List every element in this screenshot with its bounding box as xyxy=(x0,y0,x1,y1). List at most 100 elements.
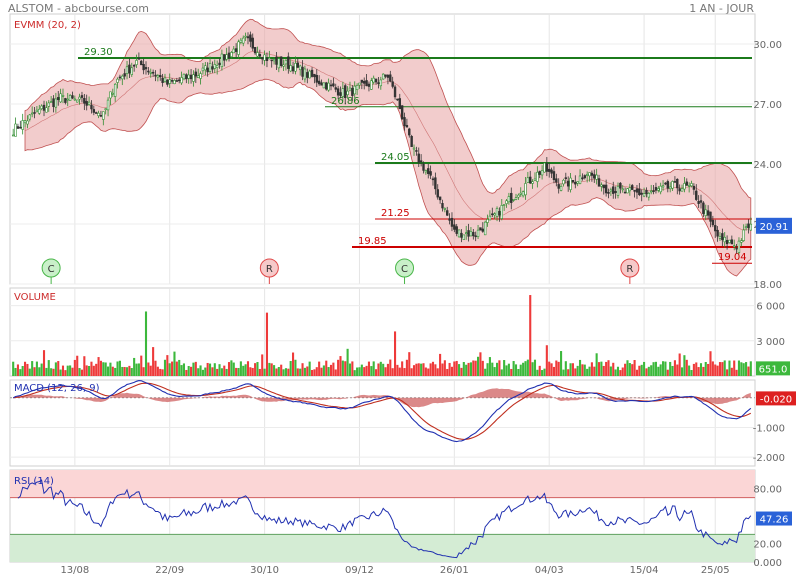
volume-bar xyxy=(341,360,344,376)
volume-bar xyxy=(329,364,333,376)
volume-bar xyxy=(429,363,432,376)
candle-body xyxy=(647,193,651,198)
candle-body xyxy=(294,62,297,72)
candle-body xyxy=(223,54,226,61)
marker-circle-R xyxy=(620,258,640,278)
volume-bar xyxy=(735,369,738,376)
candle-body xyxy=(578,175,582,184)
volume-bar xyxy=(197,368,200,376)
candle-body xyxy=(313,73,316,78)
candle-body xyxy=(237,41,240,55)
candle-body xyxy=(113,83,117,97)
volume-bar xyxy=(339,356,342,376)
volume-bar xyxy=(111,366,114,376)
candle-body xyxy=(64,98,67,103)
volume-bar xyxy=(481,360,484,376)
volume-bar xyxy=(59,369,62,376)
candle-body xyxy=(531,181,534,184)
candle-body xyxy=(538,171,541,175)
candle-body xyxy=(159,75,162,78)
volume-bar xyxy=(334,369,337,376)
level-label: 24.05 xyxy=(381,152,410,163)
candle-body xyxy=(175,80,179,82)
candle-body xyxy=(424,170,428,173)
candle-body xyxy=(543,162,546,173)
candle-body xyxy=(123,73,126,77)
candle-body xyxy=(185,74,188,80)
volume-bar xyxy=(396,364,399,376)
candle-body xyxy=(604,184,608,194)
candle-body xyxy=(716,229,719,237)
candle-body xyxy=(118,76,122,79)
level-label: 19.85 xyxy=(358,236,387,247)
volume-last-badge xyxy=(756,361,790,376)
volume-bar xyxy=(128,365,131,376)
volume-bar xyxy=(175,361,178,376)
candle-body xyxy=(372,77,375,83)
volume-bar xyxy=(638,365,641,376)
volume-bar xyxy=(244,364,247,376)
candle-body xyxy=(182,73,186,80)
volume-bar xyxy=(479,352,482,376)
volume-bar xyxy=(690,370,693,376)
candle-body xyxy=(393,86,397,98)
x-tick-label: 04/03 xyxy=(535,565,564,576)
candle-body xyxy=(192,74,195,82)
candle-body xyxy=(47,102,50,107)
volume-bar xyxy=(284,368,287,376)
volume-bar xyxy=(147,362,150,376)
candle-body xyxy=(730,239,734,245)
volume-bar xyxy=(443,360,446,376)
volume-bar xyxy=(747,366,750,376)
candle-body xyxy=(40,105,43,109)
volume-bar xyxy=(375,369,378,376)
volume-bar xyxy=(405,359,408,376)
candle-body xyxy=(410,135,413,147)
candle-body xyxy=(616,185,620,196)
volume-bar xyxy=(123,366,126,376)
candle-body xyxy=(659,185,662,193)
volume-bar xyxy=(57,361,60,376)
candle-body xyxy=(574,181,577,185)
candle-body xyxy=(690,183,693,187)
level-label: 21.25 xyxy=(381,208,410,219)
volume-bar xyxy=(529,295,532,376)
candle-body xyxy=(398,98,401,110)
volume-bar xyxy=(239,361,242,376)
volume-bar xyxy=(282,369,285,376)
candle-body xyxy=(329,84,333,87)
candle-body xyxy=(737,240,741,253)
candle-body xyxy=(638,188,641,196)
volume-bar xyxy=(645,368,648,376)
volume-bar xyxy=(647,366,650,376)
candle-body xyxy=(645,190,648,195)
volume-bar xyxy=(201,369,204,376)
candle-body xyxy=(270,59,273,62)
volume-bar xyxy=(358,367,361,376)
volume-bar xyxy=(562,369,565,376)
candle-body xyxy=(602,184,605,189)
volume-bar xyxy=(446,368,449,376)
candle-body xyxy=(132,64,136,67)
volume-bar xyxy=(560,351,563,376)
volume-bar xyxy=(583,364,586,376)
candle-body xyxy=(678,188,681,192)
volume-bar xyxy=(149,365,152,376)
candle-body xyxy=(220,53,224,67)
volume-bar xyxy=(287,368,290,376)
price-y-tick: 30.00 xyxy=(753,40,782,51)
candle-body xyxy=(519,192,522,195)
candle-body xyxy=(438,196,442,201)
rsi-overbought-zone xyxy=(10,470,755,498)
candle-body xyxy=(73,98,77,101)
volume-bar xyxy=(294,359,297,376)
candle-body xyxy=(692,185,696,190)
volume-bar xyxy=(223,365,226,376)
volume-bar xyxy=(199,365,202,376)
candle-body xyxy=(201,67,205,72)
candle-body xyxy=(536,171,539,182)
candle-body xyxy=(576,181,579,184)
candle-body xyxy=(640,192,643,195)
candle-body xyxy=(391,81,394,87)
macd-y-tick: -2.000 xyxy=(753,453,785,464)
